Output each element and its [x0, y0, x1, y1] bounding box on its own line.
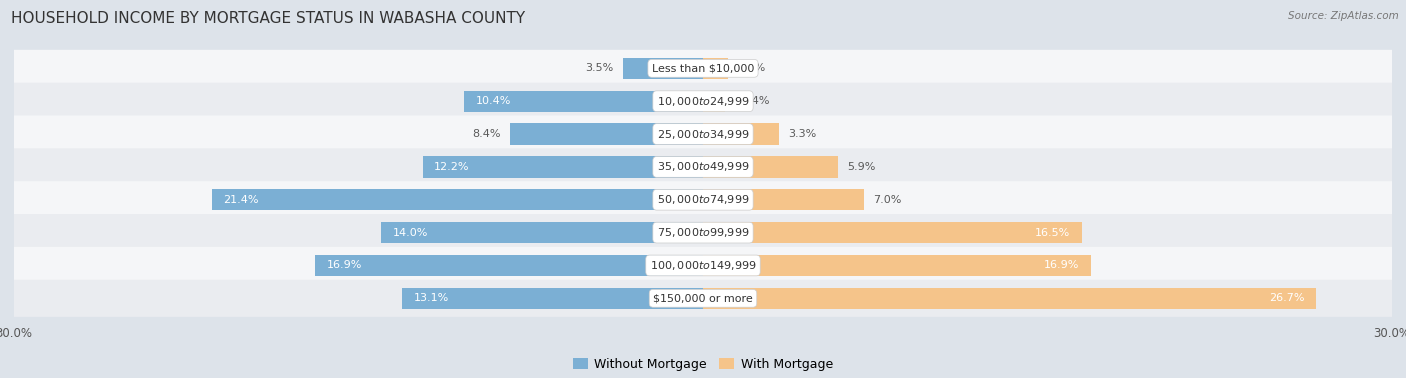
Text: 7.0%: 7.0% [873, 195, 901, 205]
Bar [464, 90, 703, 112]
Text: 16.9%: 16.9% [326, 260, 361, 270]
Text: 21.4%: 21.4% [224, 195, 259, 205]
FancyBboxPatch shape [8, 116, 1398, 153]
Bar [510, 123, 703, 145]
Text: 16.5%: 16.5% [1035, 228, 1070, 238]
Text: 26.7%: 26.7% [1270, 293, 1305, 303]
Text: $100,000 to $149,999: $100,000 to $149,999 [650, 259, 756, 272]
Bar [703, 58, 728, 79]
Text: Source: ZipAtlas.com: Source: ZipAtlas.com [1288, 11, 1399, 21]
Text: Less than $10,000: Less than $10,000 [652, 64, 754, 73]
Bar [381, 222, 703, 243]
FancyBboxPatch shape [8, 247, 1398, 284]
FancyBboxPatch shape [8, 181, 1398, 218]
Text: 12.2%: 12.2% [434, 162, 470, 172]
FancyBboxPatch shape [8, 50, 1398, 87]
Bar [423, 156, 703, 178]
Bar [703, 255, 1091, 276]
Text: $10,000 to $24,999: $10,000 to $24,999 [657, 95, 749, 108]
Text: $25,000 to $34,999: $25,000 to $34,999 [657, 127, 749, 141]
Text: $150,000 or more: $150,000 or more [654, 293, 752, 303]
Text: 0.94%: 0.94% [734, 96, 769, 106]
Text: 3.3%: 3.3% [787, 129, 817, 139]
Bar [703, 90, 724, 112]
Bar [703, 288, 1316, 309]
Text: HOUSEHOLD INCOME BY MORTGAGE STATUS IN WABASHA COUNTY: HOUSEHOLD INCOME BY MORTGAGE STATUS IN W… [11, 11, 526, 26]
Text: $75,000 to $99,999: $75,000 to $99,999 [657, 226, 749, 239]
FancyBboxPatch shape [8, 83, 1398, 120]
Legend: Without Mortgage, With Mortgage: Without Mortgage, With Mortgage [568, 353, 838, 376]
Bar [703, 156, 838, 178]
Bar [402, 288, 703, 309]
Bar [703, 222, 1083, 243]
Text: 13.1%: 13.1% [413, 293, 449, 303]
Bar [211, 189, 703, 211]
Text: $35,000 to $49,999: $35,000 to $49,999 [657, 160, 749, 174]
Text: 16.9%: 16.9% [1045, 260, 1080, 270]
FancyBboxPatch shape [8, 214, 1398, 251]
Text: 5.9%: 5.9% [848, 162, 876, 172]
FancyBboxPatch shape [8, 280, 1398, 317]
Text: 10.4%: 10.4% [475, 96, 510, 106]
Text: 14.0%: 14.0% [392, 228, 429, 238]
Bar [315, 255, 703, 276]
FancyBboxPatch shape [8, 148, 1398, 186]
Bar [623, 58, 703, 79]
Text: $50,000 to $74,999: $50,000 to $74,999 [657, 193, 749, 206]
Text: 3.5%: 3.5% [585, 64, 613, 73]
Text: 1.1%: 1.1% [738, 64, 766, 73]
Text: 8.4%: 8.4% [472, 129, 501, 139]
Bar [703, 189, 863, 211]
Bar [703, 123, 779, 145]
